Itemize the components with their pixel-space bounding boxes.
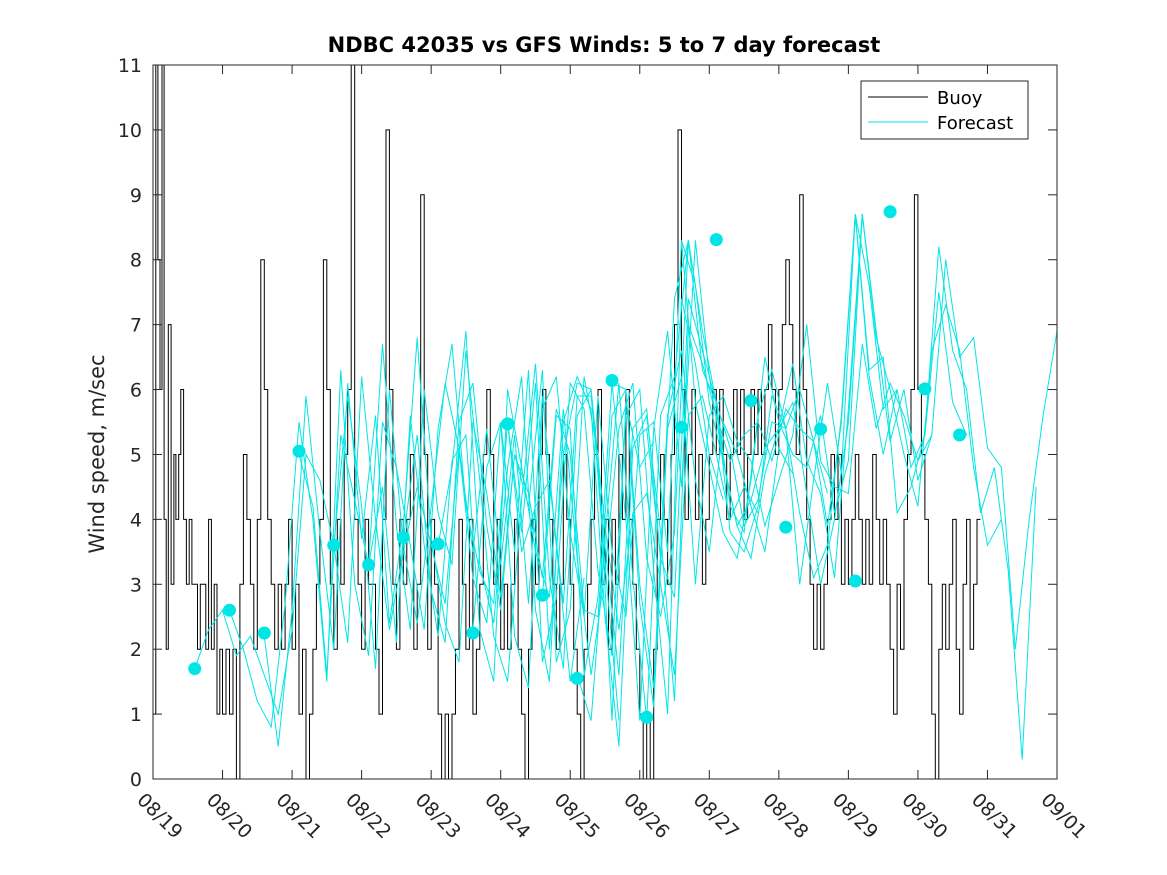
forecast-line-15 <box>681 214 1058 650</box>
y-tick-label: 2 <box>130 639 142 661</box>
legend-box <box>860 80 1029 140</box>
forecast-line-13 <box>611 214 1002 721</box>
forecast-marker <box>535 588 549 602</box>
forecast-marker <box>709 233 723 247</box>
forecast-marker <box>501 417 515 431</box>
forecast-marker <box>223 603 236 617</box>
forecast-marker <box>396 531 410 544</box>
forecast-marker <box>848 574 862 588</box>
legend-buoy-label: Buoy <box>937 88 983 109</box>
forecast-marker <box>431 537 445 551</box>
forecast-marker <box>779 520 793 534</box>
forecast-marker <box>257 626 271 640</box>
forecast-marker <box>675 420 688 434</box>
y-tick-label: 5 <box>130 444 142 466</box>
forecast-marker <box>362 558 376 572</box>
y-tick-label: 10 <box>118 120 142 142</box>
forecast-line-11 <box>541 324 933 708</box>
chart-title: NDBC 42035 vs GFS Winds: 5 to 7 day fore… <box>328 33 881 57</box>
forecast-marker <box>953 428 967 442</box>
forecast-line-6 <box>368 344 759 682</box>
forecast-marker <box>605 374 619 387</box>
forecast-marker <box>327 538 341 552</box>
legend: Buoy Forecast <box>860 80 1029 140</box>
y-tick-label: 1 <box>130 704 142 726</box>
y-tick-label: 6 <box>130 380 142 402</box>
forecast-series-group <box>194 214 1058 760</box>
forecast-line-4 <box>298 240 689 682</box>
forecast-line-14 <box>646 214 1037 760</box>
forecast-line-2 <box>229 344 620 729</box>
y-tick-label: 8 <box>130 250 142 272</box>
forecast-marker <box>918 382 932 396</box>
forecast-marker <box>292 444 306 458</box>
forecast-marker <box>814 422 828 436</box>
y-tick-labels: 0 1 2 3 4 5 6 7 8 9 10 11 <box>118 55 142 791</box>
forecast-markers <box>188 205 967 724</box>
forecast-marker <box>188 662 202 676</box>
y-tick-label: 0 <box>130 769 142 791</box>
legend-forecast-label: Forecast <box>937 113 1013 134</box>
axes-box <box>152 64 1058 780</box>
ticks <box>152 64 1058 780</box>
forecast-line-7 <box>402 350 794 689</box>
forecast-marker <box>466 626 480 640</box>
y-tick-label: 4 <box>130 509 142 531</box>
forecast-marker <box>744 394 758 408</box>
y-tick-label: 11 <box>118 55 142 77</box>
plot-area <box>153 64 1058 780</box>
y-tick-label: 7 <box>130 315 142 337</box>
axes-frame <box>152 64 1058 780</box>
y-axis-label: Wind speed, m/sec <box>85 354 109 553</box>
y-tick-label: 9 <box>130 185 142 207</box>
y-tick-label: 3 <box>130 574 142 596</box>
forecast-marker <box>883 205 897 219</box>
forecast-marker <box>640 710 654 724</box>
forecast-marker <box>570 671 584 685</box>
forecast-line-8 <box>437 324 828 747</box>
